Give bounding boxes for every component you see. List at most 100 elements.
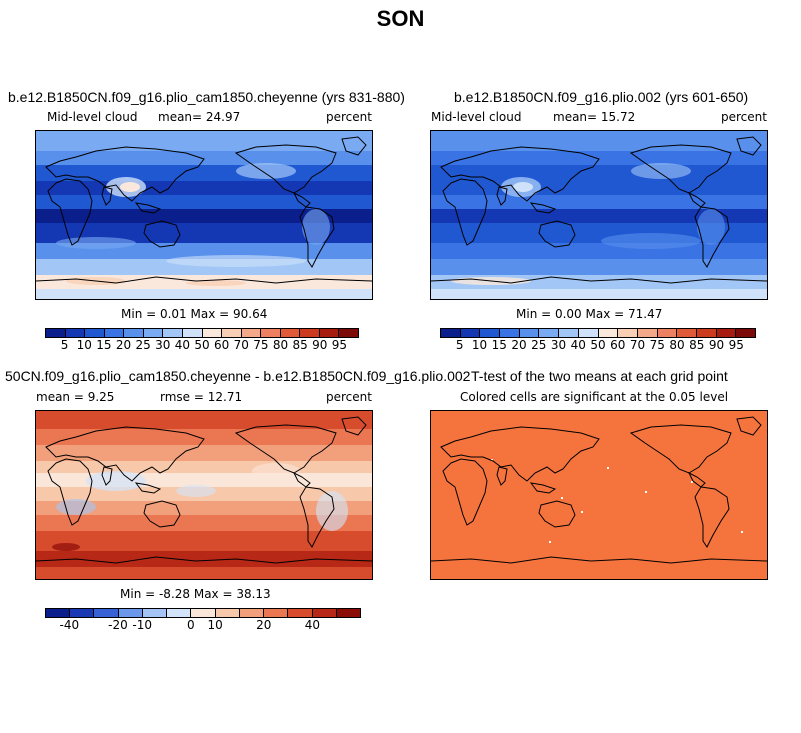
colorbar-tick-label: 80 [669, 338, 685, 352]
coastline [529, 202, 557, 214]
coastline [134, 482, 162, 494]
panel2-map [430, 130, 768, 300]
colorbar-swatch [261, 329, 281, 337]
coastline [496, 186, 508, 206]
colorbar-tick-label: 10 [207, 618, 223, 632]
coastline [292, 191, 311, 208]
colorbar-swatch [519, 329, 540, 337]
coastline [694, 206, 730, 268]
cloud-blob [316, 491, 348, 531]
colorbar-swatch [264, 609, 289, 617]
colorbar-swatch [559, 329, 579, 337]
cloud-blob [52, 543, 80, 551]
colorbar-tick-label: 40 [304, 618, 321, 632]
colorbar-tick-label: 40 [174, 338, 191, 352]
colorbar-tick-label: 60 [213, 338, 230, 352]
coastline [45, 146, 205, 202]
coastline [36, 556, 372, 564]
season-title: SON [376, 6, 425, 31]
insignificant-cell [549, 541, 551, 543]
coastline [440, 426, 600, 482]
cloud-band [36, 567, 372, 579]
colorbar-tick-label: 75 [253, 338, 269, 352]
panel4-map [430, 410, 768, 580]
colorbar-swatch [241, 329, 262, 337]
panel2-minmax: Min = 0.00 Max = 71.47 [516, 307, 663, 321]
panel2-units-label: percent [721, 110, 767, 124]
coastline [101, 186, 113, 206]
colorbar-tick-label: 25 [531, 338, 547, 352]
colorbar-swatch [598, 329, 619, 337]
colorbar-swatch [288, 609, 313, 617]
cloud-band [36, 131, 372, 151]
panel2-colorbar-swatches [440, 328, 756, 338]
colorbar-tick-label: 75 [649, 338, 665, 352]
coastline [299, 206, 335, 268]
insignificant-cell [561, 497, 563, 499]
panel3-colorbar-swatches [45, 608, 361, 618]
coastline [440, 146, 600, 202]
colorbar-swatch [339, 329, 358, 337]
colorbar-swatch [637, 329, 658, 337]
colorbar-tick-label: 85 [689, 338, 705, 352]
colorbar-tick-label: 20 [256, 618, 272, 632]
significance-fill [431, 411, 767, 579]
colorbar-swatch [578, 329, 599, 337]
cloud-blob [236, 163, 296, 179]
colorbar-swatch [336, 609, 361, 617]
colorbar-swatch [70, 609, 95, 617]
colorbar-swatch [94, 609, 119, 617]
cloud-band [431, 209, 767, 223]
coastline [47, 458, 93, 526]
coastline [234, 424, 337, 474]
panel2-mean-label: mean= 15.72 [553, 110, 636, 124]
cloud-band [36, 209, 372, 223]
colorbar-swatch [460, 329, 481, 337]
colorbar-tick-label: 30 [155, 338, 171, 352]
panel2-colorbar-ticks: 5 10 15 20 25 30 40 50 60 70 75 80 85 90 95 [440, 338, 756, 352]
colorbar-tick-label: 30 [550, 338, 567, 352]
coastline [496, 466, 508, 486]
colorbar-tick-label: 50 [194, 338, 210, 352]
colorbar-swatch [46, 329, 66, 337]
colorbar-swatch [480, 329, 501, 337]
coastline [341, 416, 367, 436]
colorbar-tick-label: 95 [728, 338, 744, 352]
coastline [538, 220, 576, 248]
panel1-map [35, 130, 373, 300]
coastline [529, 482, 557, 494]
cloud-band [36, 151, 372, 165]
colorbar-tick-label: 0 [187, 618, 195, 632]
colorbar-swatch [167, 609, 192, 617]
panel2-variable-label: Mid-level cloud [431, 110, 522, 124]
colorbar-tick-label: 10 [471, 338, 488, 352]
panel3-title: 50CN.f09_g16.plio_cam1850.cheyenne - b.e… [5, 368, 471, 384]
panel3-minmax: Min = -8.28 Max = 38.13 [120, 587, 271, 601]
cloud-band [431, 131, 767, 151]
coastline [47, 178, 93, 246]
insignificant-cell [607, 467, 609, 469]
cloud-blob [56, 499, 96, 515]
colorbar-tick-label: 85 [292, 338, 308, 352]
coastline [143, 220, 181, 248]
cloud-band [36, 445, 372, 461]
cloud-blob [252, 463, 300, 479]
coastline [687, 471, 706, 488]
cloud-band [431, 195, 767, 209]
panel3-mean-label: mean = 9.25 [36, 390, 115, 404]
panel1-title: b.e12.B1850CN.f09_g16.plio_cam1850.cheye… [8, 89, 405, 105]
panel3-colorbar [45, 608, 361, 618]
panel3-map [35, 410, 373, 580]
colorbar-swatch [118, 609, 143, 617]
cloud-blob [302, 209, 330, 245]
colorbar-swatch [222, 329, 242, 337]
cloud-band [431, 151, 767, 165]
cloud-blob [176, 485, 216, 497]
panel2-title: b.e12.B1850CN.f09_g16.plio.002 (yrs 601-… [454, 89, 749, 105]
colorbar-tick-label: 50 [590, 338, 606, 352]
coastline [442, 458, 488, 526]
cloud-band [36, 531, 372, 551]
cloud-band [36, 515, 372, 531]
cloud-blob [86, 471, 146, 491]
cloud-band [36, 165, 372, 181]
